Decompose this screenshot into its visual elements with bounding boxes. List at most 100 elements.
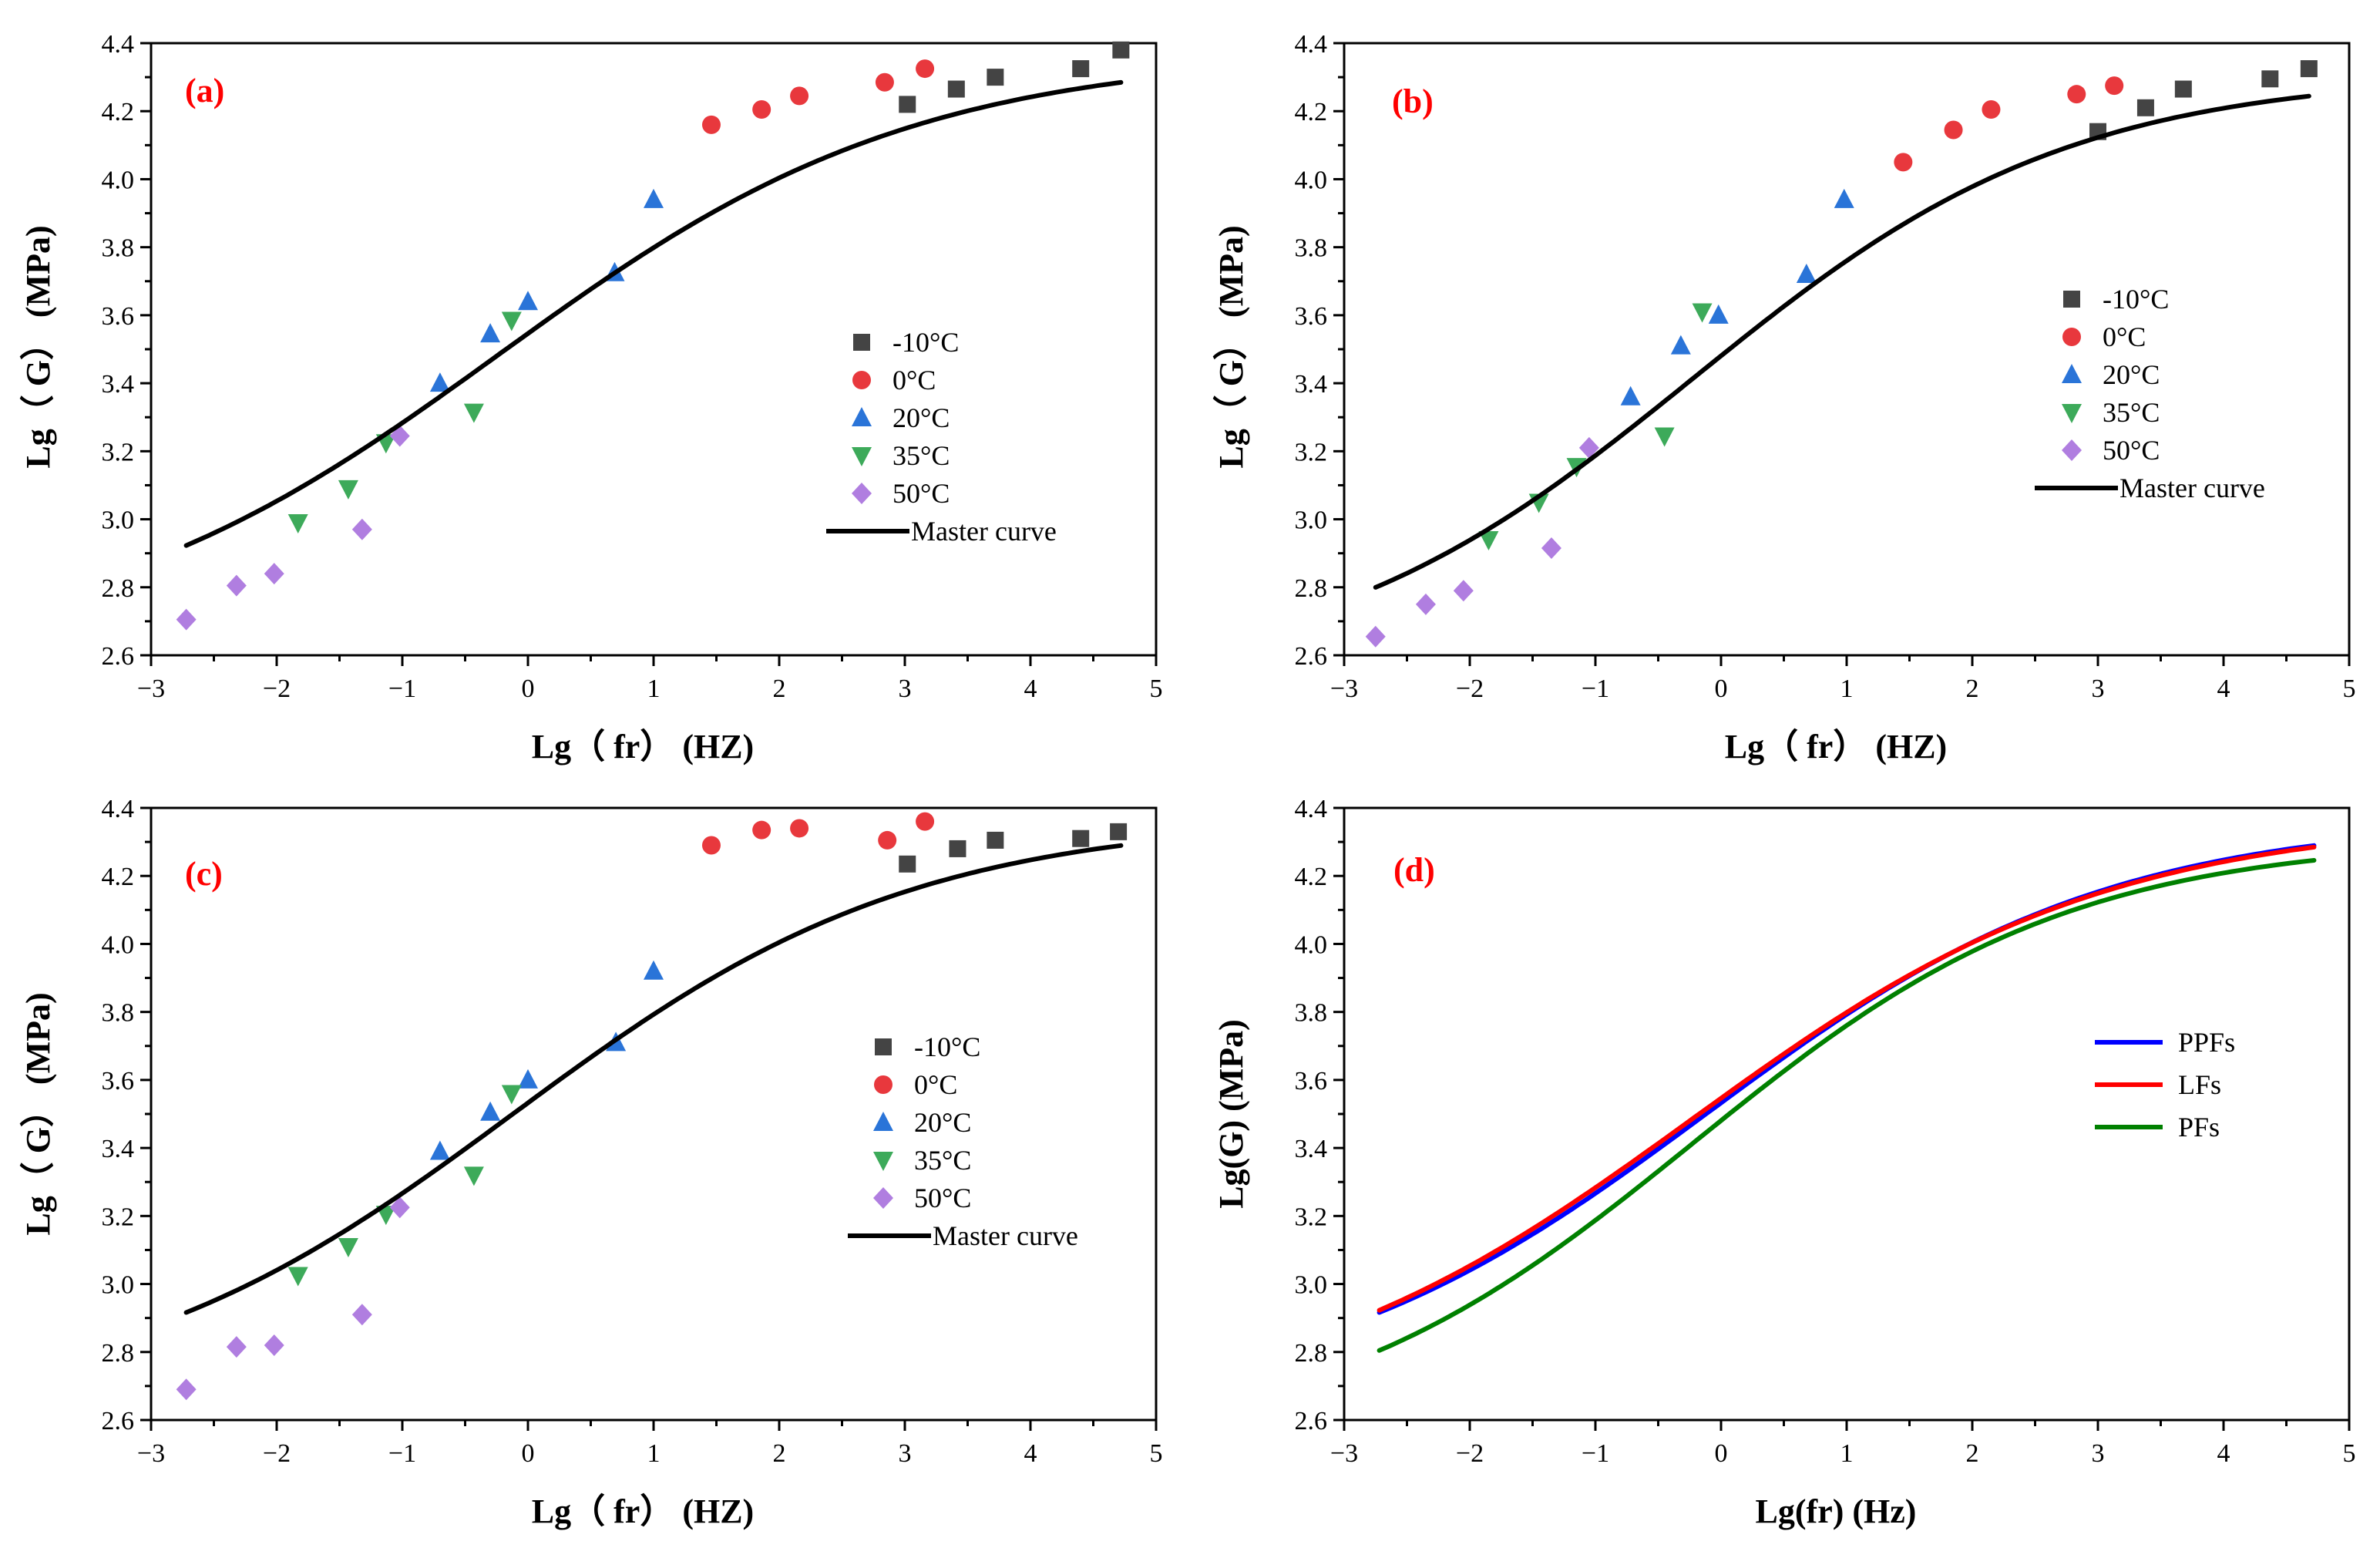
data-point	[480, 323, 501, 343]
x-tick-label: 4	[1024, 675, 1037, 703]
x-tick-label: −2	[263, 1439, 291, 1468]
data-point	[899, 855, 916, 873]
x-tick-label: 5	[1150, 675, 1163, 703]
data-point	[752, 100, 771, 119]
x-tick-label: −1	[388, 1439, 416, 1468]
x-tick-label: −3	[1330, 1439, 1358, 1468]
data-point	[429, 1140, 450, 1160]
legend-label: Master curve	[2119, 473, 2265, 503]
x-tick-label: −1	[1582, 675, 1609, 703]
data-point	[947, 80, 965, 98]
x-tick-label: 1	[647, 675, 661, 703]
legend-marker	[852, 371, 871, 389]
plot-frame	[150, 806, 1158, 1422]
data-point	[226, 574, 247, 597]
legend-label: 50°C	[2103, 435, 2160, 466]
y-tick-label: 2.6	[102, 642, 135, 671]
data-point	[1365, 625, 1386, 648]
legend-marker	[2063, 291, 2080, 308]
chart-panel-2: −3 −2 −1 0 1 2 3 4 5 2.6 2.8 3.0 3.2 3.4 3.6 3.8 4.0 4.2 4…	[1212, 30, 2356, 766]
data-point	[176, 1378, 197, 1401]
legend-marker	[852, 447, 872, 466]
x-tick-label: 5	[1150, 1439, 1163, 1468]
x-axis-title: Lg（ fr） (HZ)	[532, 728, 754, 766]
y-tick-label: 3.2	[1295, 1203, 1328, 1231]
data-point	[644, 188, 664, 208]
plot-frame	[150, 42, 1158, 657]
data-point	[1478, 531, 1499, 551]
legend-marker	[875, 1038, 892, 1055]
legend-label: 0°C	[914, 1069, 957, 1100]
x-tick-label: −2	[1456, 1439, 1484, 1468]
x-axis-title: Lg（ fr） (HZ)	[1725, 728, 1947, 766]
x-tick-label: 4	[2217, 1439, 2230, 1468]
data-point	[1541, 537, 1561, 560]
y-tick-label: 3.8	[102, 234, 135, 263]
data-point	[2174, 80, 2192, 98]
y-tick-label: 4.2	[102, 98, 135, 126]
data-point	[2300, 60, 2318, 78]
y-tick-label: 4.2	[1295, 863, 1328, 891]
panel-label: (d)	[1393, 851, 1435, 889]
y-axis-title: Lg（ G） (MPa)	[1212, 225, 1250, 468]
x-tick-label: 3	[899, 675, 912, 703]
y-tick-label: 3.0	[1295, 1271, 1328, 1300]
data-point	[429, 372, 450, 392]
data-point	[2067, 85, 2086, 104]
data-point	[1072, 830, 1090, 847]
x-tick-label: 2	[1966, 675, 1979, 703]
data-point	[1072, 60, 1090, 78]
x-tick-label: −2	[263, 675, 291, 703]
chart-panel-1: −3 −2 −1 0 1 2 3 4 5 2.6 2.8 3.0 3.2 3.4 3.6 3.8 4.0 4.2 4…	[19, 30, 1163, 766]
legend-marker	[853, 334, 870, 351]
legend-marker	[874, 1075, 892, 1094]
y-tick-label: 3.2	[1295, 438, 1328, 466]
data-point	[1110, 823, 1128, 840]
data-point	[176, 608, 197, 631]
y-tick-label: 2.8	[1295, 574, 1328, 603]
x-tick-label: −3	[137, 675, 165, 703]
y-tick-label: 3.6	[1295, 302, 1328, 331]
data-point	[375, 1206, 396, 1226]
legend-label: 0°C	[892, 365, 936, 395]
data-point	[1415, 593, 1436, 615]
data-point	[518, 1068, 538, 1089]
data-point	[226, 1336, 247, 1358]
legend-label: -10°C	[914, 1031, 980, 1062]
data-point	[878, 830, 897, 850]
legend-marker	[873, 1152, 893, 1171]
panel-label: (c)	[185, 855, 223, 893]
x-tick-label: 5	[2343, 1439, 2356, 1468]
legend-label: PFs	[2178, 1112, 2220, 1142]
data-point	[1708, 304, 1729, 324]
series-line-ppfs	[1377, 843, 2317, 1315]
x-tick-label: 1	[1840, 675, 1854, 703]
panel-label: (b)	[1392, 82, 1434, 120]
y-tick-label: 3.8	[1295, 999, 1328, 1028]
data-point	[480, 1101, 501, 1121]
legend: PPFs LFs PFs	[2095, 1027, 2235, 1142]
legend-label: 20°C	[2103, 359, 2160, 390]
y-tick-label: 4.0	[102, 166, 135, 194]
data-point	[875, 72, 894, 92]
y-tick-label: 4.4	[102, 795, 135, 823]
y-tick-label: 2.6	[102, 1407, 135, 1435]
x-tick-label: 3	[899, 1439, 912, 1468]
data-point	[1796, 263, 1817, 283]
legend-label: 35°C	[914, 1145, 971, 1176]
legend: -10°C 0°C 20°C 35°C 50°C Master curve	[826, 327, 1057, 547]
y-tick-label: 4.0	[1295, 930, 1328, 959]
legend-marker	[873, 1112, 893, 1131]
y-tick-label: 3.4	[102, 370, 135, 399]
x-axis-title: Lg(fr) (Hz)	[1756, 1492, 1917, 1530]
legend-label: Master curve	[933, 1220, 1078, 1251]
legend-label: 20°C	[914, 1107, 971, 1138]
legend-label: 35°C	[892, 440, 950, 471]
data-point	[916, 59, 935, 79]
legend-marker	[873, 1187, 893, 1209]
plot-frame	[1343, 42, 2351, 657]
data-point	[264, 1334, 284, 1356]
y-tick-label: 4.2	[102, 863, 135, 891]
x-tick-label: 0	[522, 1439, 535, 1468]
data-point	[1578, 436, 1599, 459]
